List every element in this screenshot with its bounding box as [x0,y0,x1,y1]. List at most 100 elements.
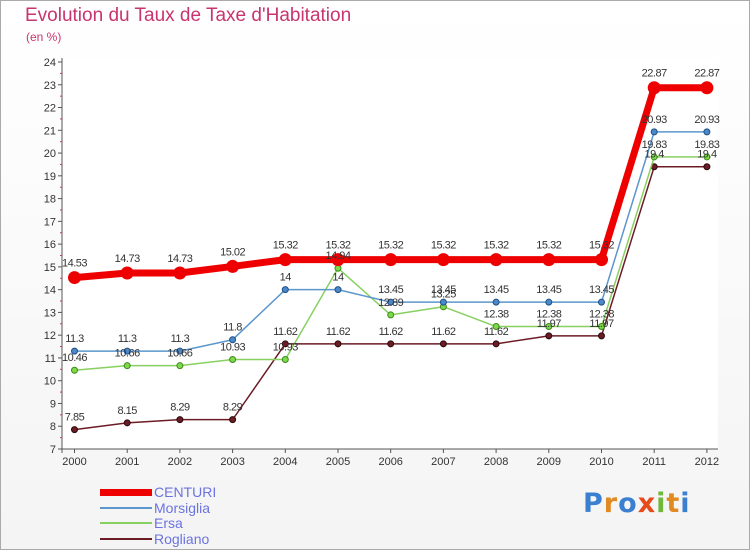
data-point [647,81,661,95]
x-tick-label: 2008 [484,456,508,468]
data-point [71,426,78,434]
data-point [703,163,711,171]
data-label: 15.32 [431,240,456,252]
data-label: 15.32 [325,240,350,252]
data-point [334,340,342,348]
data-point [123,347,131,355]
y-tick-label: 12 [44,330,56,342]
y-tick-label: 20 [44,148,56,160]
logo-letter: x [637,488,657,519]
data-label: 8.29 [170,402,190,414]
x-tick-label: 2009 [537,456,561,468]
data-point [123,362,131,370]
logo-letter: t [666,488,681,519]
data-point [229,336,237,344]
x-tick-label: 2010 [589,456,613,468]
y-tick-label: 13 [44,307,56,319]
x-tick-label: 2005 [326,456,350,468]
data-point [703,128,711,136]
data-label: 10.66 [167,348,192,360]
logo-letter: o [618,488,638,519]
data-point [492,340,500,348]
data-point [176,362,184,370]
data-label: 13.45 [431,284,456,296]
data-label: 10.46 [62,352,87,364]
y-tick-label: 16 [44,239,56,251]
data-label: 20.93 [694,114,719,126]
chart-title: Evolution du Taux de Taxe d'Habitation [25,5,352,26]
x-tick-label: 2011 [642,456,666,468]
data-label: 10.66 [115,348,140,360]
data-point [542,253,556,267]
data-label: 11.3 [171,333,190,345]
data-label: 20.93 [642,114,667,126]
data-point [68,271,81,285]
y-tick-label: 22 [44,103,56,115]
data-point [281,356,289,364]
data-point [492,323,500,331]
data-label: 11.62 [273,326,298,338]
data-point [281,340,289,348]
y-tick-label: 7 [50,444,56,456]
data-label: 14.73 [115,253,140,265]
x-tick-label: 2003 [220,456,244,468]
data-point [545,323,553,331]
legend-label: Morsiglia [154,499,211,516]
data-label: 11.97 [537,318,562,330]
data-label: 8.29 [223,402,243,414]
data-point [334,286,342,294]
data-point [278,253,292,267]
data-point [387,311,395,319]
y-tick-label: 11 [45,353,56,365]
y-tick-label: 9 [50,398,56,410]
x-tick-label: 2002 [168,456,192,468]
y-tick-label: 17 [44,216,56,228]
data-label: 15.32 [589,240,614,252]
data-label: 11.62 [484,326,509,338]
data-point [71,366,78,374]
data-label: 11.62 [431,326,456,338]
data-point [226,259,240,273]
data-point [229,356,237,364]
y-tick-label: 21 [44,125,56,137]
data-point [331,253,345,267]
x-tick-label: 2004 [273,456,297,468]
data-label: 10.93 [273,342,298,354]
y-tick-label: 24 [44,57,56,69]
data-point [384,253,398,267]
data-point [703,153,711,161]
data-label: 19.83 [694,139,719,151]
legend-swatch [100,522,152,524]
data-label: 15.32 [536,240,561,252]
data-label: 12.38 [484,309,509,321]
data-point [334,264,342,272]
x-tick-label: 2000 [62,456,86,468]
data-label: 15.32 [378,240,403,252]
x-tick-label: 2001 [115,456,139,468]
data-point [439,340,447,348]
data-point [387,340,395,348]
data-label: 14.94 [325,250,350,262]
data-label: 14.53 [62,258,87,270]
logo-letter: i [656,488,667,519]
data-point [123,419,131,427]
data-point [120,266,134,280]
x-tick-label: 2006 [378,456,402,468]
data-point [281,286,289,294]
y-tick-label: 14 [44,285,56,297]
data-label: 19.83 [642,139,667,151]
data-label: 11.3 [118,333,137,345]
data-label: 19.4 [697,149,717,161]
y-tick-label: 10 [44,376,56,388]
data-point [176,416,184,424]
data-label: 8.15 [117,405,137,417]
data-point [598,332,605,340]
data-point [173,266,187,280]
y-tick-label: 15 [44,262,56,274]
data-label: 22.87 [694,68,719,80]
legend-label: Rogliano [154,530,210,547]
data-label: 11.3 [65,333,84,345]
x-tick-label: 2012 [695,456,719,468]
data-label: 13.45 [378,284,403,296]
